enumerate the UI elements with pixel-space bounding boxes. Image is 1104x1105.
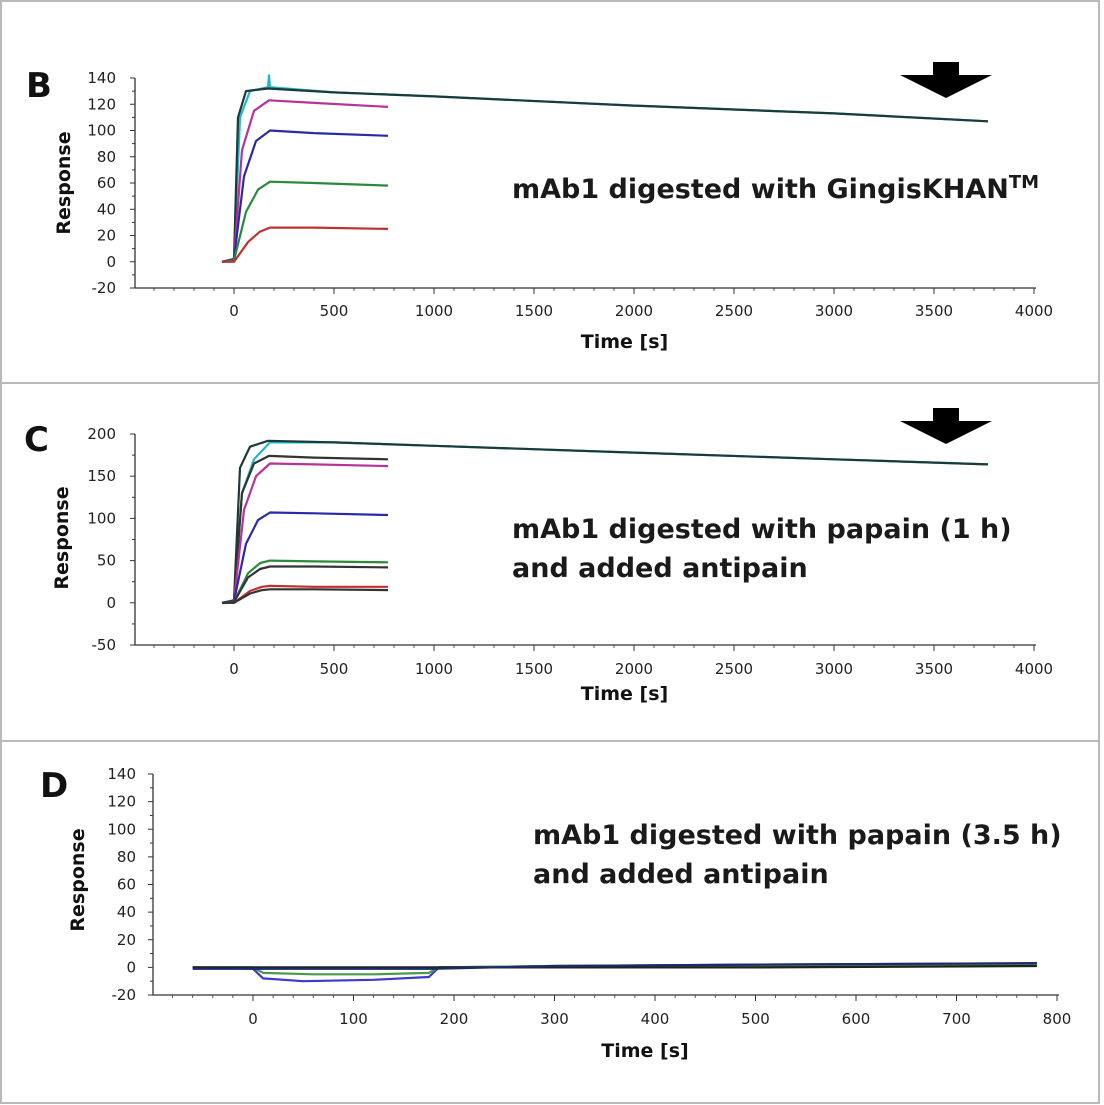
annotation-c-line1: mAb1 digested with papain (1 h) (512, 514, 1012, 545)
y-axis-title-b: Response (53, 131, 75, 234)
x-tick-label-d: 800 (1043, 1010, 1072, 1028)
y-tick-label-d: 80 (117, 848, 136, 866)
y-tick-label-b: 100 (87, 122, 116, 140)
y-axis-title-c: Response (51, 486, 73, 589)
y-tick-label-b: 140 (87, 69, 116, 87)
panel-d (0, 740, 1100, 1104)
x-tick-label-b: 4000 (1015, 302, 1053, 320)
panel-letter-b: B (26, 66, 52, 106)
x-tick-label-b: 0 (229, 302, 239, 320)
x-tick-label-c: 4000 (1015, 660, 1053, 678)
x-tick-label-c: 0 (229, 660, 239, 678)
series-line-c-1 (221, 439, 989, 604)
y-tick-label-b: 20 (97, 227, 116, 245)
panel-letter-d: D (40, 766, 69, 806)
x-tick-label-d: 300 (540, 1010, 569, 1028)
y-tick-label-d: -20 (112, 986, 137, 1004)
annotation-d: mAb1 digested with papain (3.5 h) and ad… (533, 816, 1062, 894)
x-tick-label-b: 2000 (615, 302, 653, 320)
series-line-b-4 (221, 180, 389, 263)
annotation-b-trademark: TM (1008, 172, 1040, 193)
x-tick-label-c: 3000 (815, 660, 853, 678)
y-tick-label-b: 40 (97, 200, 116, 218)
y-tick-label-d: 140 (107, 765, 136, 783)
y-tick-label-b: 120 (87, 95, 116, 113)
y-tick-label-c: 50 (97, 552, 116, 570)
x-tick-label-d: 400 (641, 1010, 670, 1028)
annotation-b-text: mAb1 digested with GingisKHAN (512, 174, 1009, 205)
down-arrow-icon-c (900, 408, 992, 444)
x-tick-label-d: 600 (842, 1010, 871, 1028)
x-tick-label-b: 3000 (815, 302, 853, 320)
x-axis-title-c: Time [s] (581, 683, 668, 705)
y-tick-label-c: 100 (87, 509, 116, 527)
x-tick-label-d: 0 (248, 1010, 258, 1028)
series-line-c-3 (221, 462, 389, 604)
panel-b (0, 0, 1100, 384)
y-tick-label-b: 80 (97, 148, 116, 166)
y-tick-label-d: 100 (107, 820, 136, 838)
y-tick-label-c: 0 (106, 594, 116, 612)
x-tick-label-c: 1000 (415, 660, 453, 678)
series-line-d-3 (192, 962, 1037, 970)
x-tick-label-c: 2500 (715, 660, 753, 678)
series-line-c-6 (221, 565, 389, 604)
x-tick-label-b: 500 (320, 302, 349, 320)
panel-letter-c: C (24, 420, 49, 460)
series-line-b-5 (222, 226, 389, 263)
y-tick-label-b: 0 (106, 253, 116, 271)
series-line-b-1 (221, 87, 989, 263)
x-tick-label-d: 100 (339, 1010, 368, 1028)
y-tick-label-c: 200 (87, 425, 116, 443)
series-line-c-8 (222, 588, 389, 604)
y-tick-label-b: -20 (92, 279, 117, 297)
x-tick-label-c: 3500 (915, 660, 953, 678)
x-axis-title-d: Time [s] (601, 1040, 688, 1062)
x-tick-label-c: 1500 (515, 660, 553, 678)
y-tick-label-c: -50 (92, 636, 117, 654)
series-line-c-0 (221, 441, 989, 604)
x-axis-title-b: Time [s] (581, 331, 668, 353)
series-line-d-2 (192, 964, 1037, 969)
x-tick-label-b: 1500 (515, 302, 553, 320)
x-tick-label-d: 200 (440, 1010, 469, 1028)
panel-c (0, 382, 1100, 742)
y-tick-label-c: 150 (87, 467, 116, 485)
series-line-b-2 (221, 99, 389, 263)
x-tick-label-d: 700 (942, 1010, 971, 1028)
y-tick-label-d: 40 (117, 903, 136, 921)
annotation-c-line2: and added antipain (512, 553, 808, 585)
y-tick-label-d: 20 (117, 931, 136, 949)
x-tick-label-d: 500 (741, 1010, 770, 1028)
annotation-d-line1: mAb1 digested with papain (3.5 h) (533, 820, 1062, 851)
y-tick-label-d: 0 (126, 958, 136, 976)
y-tick-label-d: 120 (107, 793, 136, 811)
y-tick-label-d: 60 (117, 876, 136, 894)
annotation-b: mAb1 digested with GingisKHANTM (512, 170, 1039, 209)
x-tick-label-c: 500 (320, 660, 349, 678)
x-tick-label-c: 2000 (615, 660, 653, 678)
annotation-c: mAb1 digested with papain (1 h) and adde… (512, 510, 1012, 588)
y-tick-label-b: 60 (97, 174, 116, 192)
x-tick-label-b: 3500 (915, 302, 953, 320)
down-arrow-icon-b (900, 62, 992, 98)
y-axis-title-d: Response (67, 828, 89, 931)
x-tick-label-b: 1000 (415, 302, 453, 320)
x-tick-label-b: 2500 (715, 302, 753, 320)
annotation-d-line2: and added antipain (533, 859, 829, 891)
